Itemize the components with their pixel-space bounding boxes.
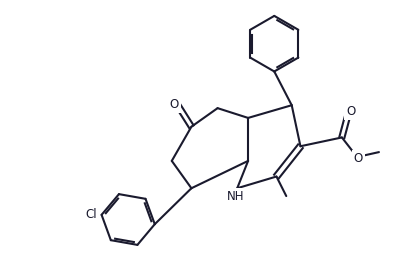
- Text: O: O: [354, 152, 363, 165]
- Text: O: O: [347, 105, 356, 118]
- Text: O: O: [354, 152, 363, 165]
- Text: Cl: Cl: [86, 208, 98, 221]
- Text: O: O: [170, 98, 179, 111]
- Text: NH: NH: [227, 191, 245, 204]
- Text: O: O: [347, 105, 356, 118]
- Text: Cl: Cl: [86, 208, 98, 221]
- Text: NH: NH: [227, 191, 245, 204]
- Text: O: O: [170, 98, 179, 111]
